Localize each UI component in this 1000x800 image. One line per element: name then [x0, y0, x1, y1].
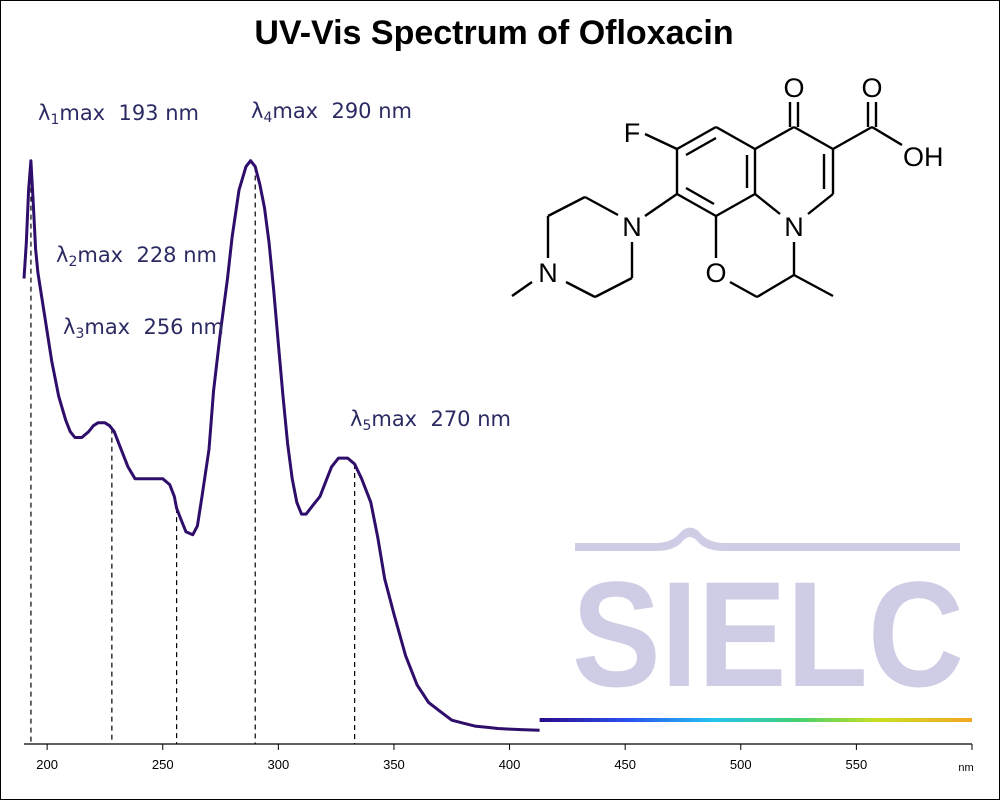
atom-label-ring-n: N [784, 212, 804, 242]
structure-atom-labels: F O O OH N N N O [538, 73, 943, 288]
x-axis-unit: nm [958, 762, 973, 774]
chart-title: UV-Vis Spectrum of Ofloxacin [254, 14, 733, 52]
atom-label-ketone-o: O [783, 73, 804, 103]
ofloxacin-structure [511, 102, 903, 299]
peak-label: λ5max 270 nm [350, 407, 511, 434]
x-axis-ticks: 200 250 300 350 400 450 500 550 [36, 744, 973, 772]
sielc-watermark-logo: SIELC [572, 527, 964, 718]
atom-label-piperazine-n1: N [622, 212, 642, 242]
x-tick-label: 400 [499, 757, 521, 772]
visible-spectrum-bar [539, 718, 972, 722]
peak-marker-lines [30, 160, 356, 744]
peak-label: λ4max 290 nm [251, 99, 412, 126]
atom-label-carboxyl-o: O [861, 73, 882, 103]
x-tick-label: 350 [383, 757, 405, 772]
watermark-swoosh [575, 527, 960, 551]
x-tick-label: 250 [152, 757, 174, 772]
atom-label-oh: OH [903, 142, 944, 172]
series-line [22, 159, 540, 732]
peak-label: λ2max 228 nm [56, 243, 217, 270]
peak-labels: λ1max 193 nm λ2max 228 nm λ3max 256 nm λ4ma… [38, 99, 511, 434]
x-tick-label: 500 [730, 757, 752, 772]
atom-label-oxazine-o: O [705, 258, 726, 288]
x-tick-label: 450 [614, 757, 636, 772]
atom-label-piperazine-n2: N [538, 258, 558, 288]
x-tick-label: 200 [36, 757, 58, 772]
peak-label: λ3max 256 nm [63, 315, 224, 342]
watermark-text: SIELC [572, 550, 964, 718]
x-tick-label: 300 [267, 757, 289, 772]
atom-label-f: F [624, 118, 641, 148]
x-tick-label: 550 [846, 757, 868, 772]
peak-label: λ1max 193 nm [38, 101, 199, 128]
